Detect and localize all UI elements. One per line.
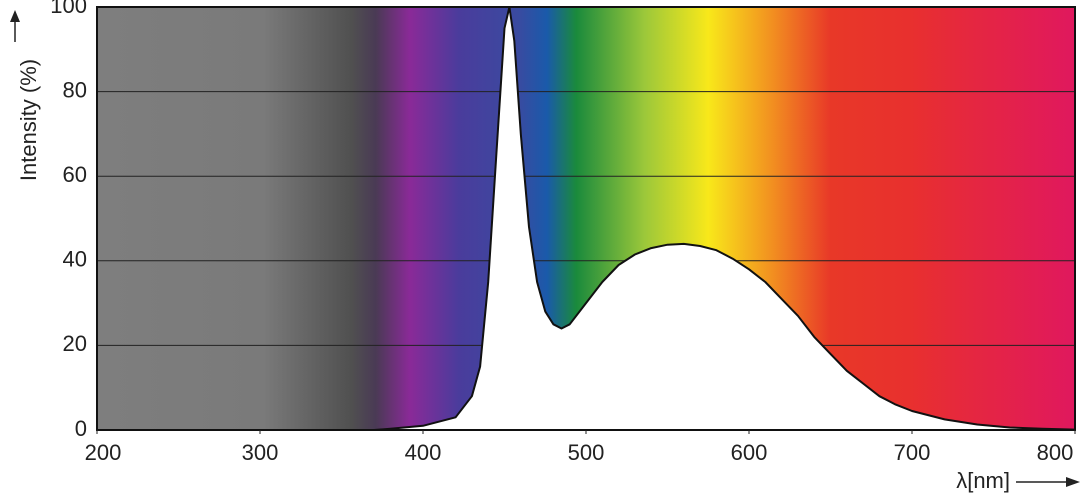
x-tick-label: 800: [1037, 440, 1074, 465]
area-fill: [374, 7, 1076, 430]
x-tick-label: 400: [405, 440, 442, 465]
y-tick-label: 40: [63, 247, 87, 272]
y-tick-label: 0: [75, 416, 87, 441]
x-tick-label: 700: [894, 440, 931, 465]
x-tick-label: 500: [568, 440, 605, 465]
x-axis-label: λ[nm]: [956, 468, 1010, 493]
x-tick-label: 600: [731, 440, 768, 465]
y-tick-label: 60: [63, 162, 87, 187]
y-axis-arrowhead: [10, 10, 20, 22]
x-axis-arrowhead: [1066, 477, 1080, 487]
y-tick-label: 80: [63, 77, 87, 102]
y-tick-label: 20: [63, 331, 87, 356]
spectrum-line: [374, 6, 1076, 431]
x-tick-label: 300: [242, 440, 279, 465]
x-tick-label: 200: [85, 440, 122, 465]
y-axis-label: Intensity (%): [16, 59, 41, 181]
y-tick-label: 100: [50, 0, 87, 18]
